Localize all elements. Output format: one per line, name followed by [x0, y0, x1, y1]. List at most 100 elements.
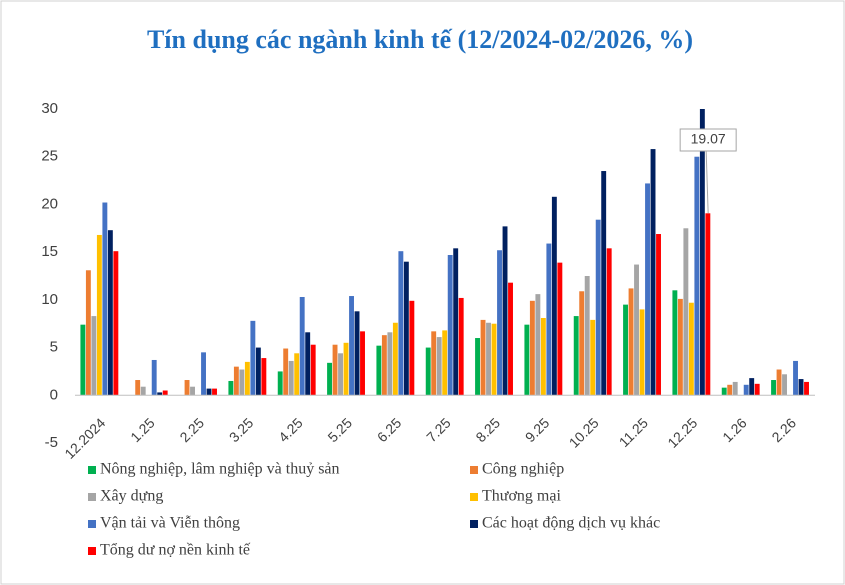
bar — [261, 358, 267, 396]
bar — [376, 345, 382, 396]
bar — [705, 213, 711, 396]
bar — [677, 298, 683, 396]
legend-swatch — [470, 493, 478, 501]
bar — [255, 347, 261, 396]
bar — [650, 149, 656, 396]
bar — [431, 331, 437, 396]
bar — [239, 369, 245, 396]
bar — [727, 384, 733, 396]
legend-swatch — [470, 466, 478, 474]
bar — [688, 302, 694, 396]
legend-label: Vận tải và Viễn thông — [100, 515, 240, 532]
bar — [656, 234, 661, 396]
bar — [782, 374, 787, 396]
bar — [623, 304, 628, 396]
legend-swatch — [88, 547, 96, 555]
bar — [458, 297, 464, 396]
bar — [392, 322, 398, 396]
bar — [595, 219, 601, 396]
bar — [140, 386, 146, 396]
y-tick-label: 10 — [41, 291, 58, 308]
bar — [299, 296, 305, 396]
legend-label: Xây dựng — [100, 488, 163, 505]
bar — [743, 384, 749, 396]
bar — [721, 387, 727, 396]
bar — [754, 383, 760, 396]
bar — [162, 390, 168, 396]
bar — [749, 378, 755, 396]
bar — [486, 322, 491, 396]
bar — [590, 319, 596, 396]
bar — [294, 353, 300, 396]
bar — [497, 250, 502, 396]
bar — [732, 381, 738, 396]
legend-label: Các hoạt động dịch vụ khác — [482, 515, 660, 532]
legend-label: Thương mại — [482, 488, 561, 505]
bar — [436, 337, 442, 396]
callout-box — [679, 128, 737, 152]
bar — [645, 183, 650, 396]
bar — [283, 348, 289, 396]
bar — [425, 347, 431, 396]
y-tick-label: -5 — [45, 434, 58, 451]
legend-label: Công nghiệp — [482, 461, 564, 478]
bar — [573, 316, 579, 396]
bar — [634, 264, 639, 396]
bar — [453, 248, 459, 396]
bar — [699, 109, 705, 396]
data-label: 19.07 — [691, 131, 726, 147]
bar — [601, 171, 607, 396]
bar — [579, 291, 585, 396]
legend-label: Nông nghiệp, lâm nghiệp và thuỷ sản — [100, 461, 340, 478]
bar — [244, 361, 250, 396]
bar — [771, 380, 776, 396]
bar — [546, 243, 552, 396]
bar — [557, 262, 563, 396]
bar — [628, 288, 634, 396]
bar — [776, 369, 782, 396]
bar — [694, 156, 700, 396]
bar — [475, 338, 480, 396]
bar — [508, 282, 513, 396]
bar — [354, 311, 360, 396]
bar — [102, 202, 108, 396]
legend-label: Tổng dư nợ nền kinh tế — [100, 542, 251, 559]
y-tick-label: 30 — [41, 100, 58, 117]
bar — [206, 388, 212, 396]
bar — [798, 379, 804, 396]
bar — [327, 362, 332, 396]
bar — [447, 255, 453, 396]
bar — [683, 228, 689, 396]
bar — [288, 360, 294, 396]
bar — [349, 296, 354, 396]
legend-swatch — [88, 466, 96, 474]
bar — [332, 344, 338, 396]
bar — [184, 380, 190, 396]
bar — [524, 324, 530, 396]
y-tick-label: 0 — [50, 386, 58, 403]
bar — [250, 320, 256, 396]
bar — [409, 300, 415, 396]
y-tick-label: 5 — [50, 339, 58, 356]
bar — [80, 324, 86, 396]
bar — [502, 226, 508, 396]
bar — [107, 230, 113, 396]
bar — [277, 371, 283, 396]
bar — [96, 234, 102, 396]
bar — [672, 290, 678, 396]
bar — [190, 386, 195, 396]
bar — [535, 294, 541, 396]
bar — [793, 360, 798, 396]
bar — [398, 251, 404, 396]
bar — [381, 335, 387, 396]
bar — [403, 261, 409, 396]
bar — [804, 381, 809, 396]
bar — [606, 248, 612, 396]
y-tick-label: 25 — [41, 148, 58, 165]
chart-title: Tín dụng các ngành kinh tế (12/2024-02/2… — [147, 25, 693, 54]
bar — [233, 366, 239, 396]
bar — [529, 300, 535, 396]
y-tick-label: 15 — [41, 243, 58, 260]
bar — [113, 251, 119, 396]
